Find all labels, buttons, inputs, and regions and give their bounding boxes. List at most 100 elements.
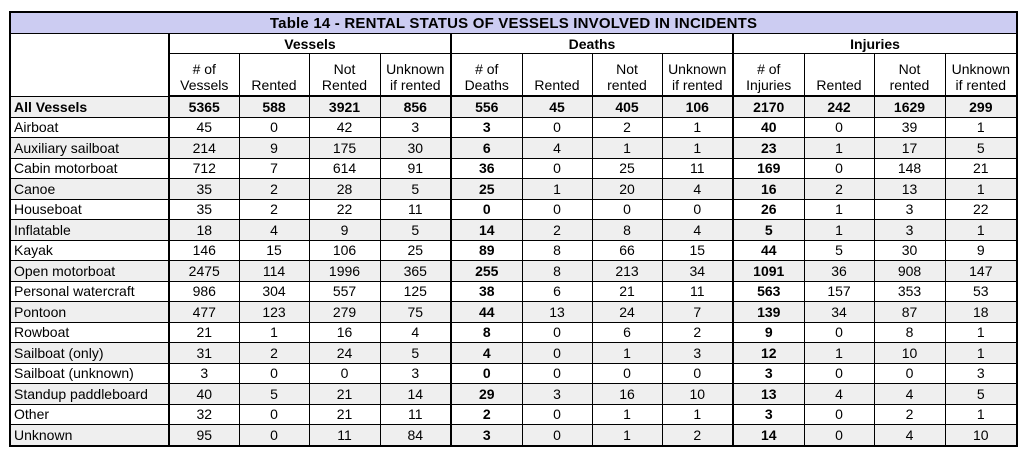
table-cell: 31 — [168, 342, 240, 364]
table-cell: 0 — [803, 321, 875, 343]
table-cell: 4 — [521, 137, 593, 159]
table-cell: 1 — [661, 116, 734, 138]
table-cell: 30 — [873, 239, 946, 261]
table-cell: 1 — [238, 321, 310, 343]
table-cell: 1 — [803, 137, 875, 159]
table-cell: 712 — [168, 157, 240, 179]
table-cell: 1 — [661, 403, 734, 425]
table-cell: 3 — [450, 116, 523, 138]
table-cell: 114 — [238, 260, 310, 282]
table-cell: 2 — [873, 403, 946, 425]
table-cell: 3 — [450, 424, 523, 446]
table-cell: 1 — [591, 424, 663, 446]
table-cell: 157 — [803, 280, 875, 302]
column-header-injuries-not-rented: Not rented — [873, 53, 946, 97]
rental-status-table: Table 14 - RENTAL STATUS OF VESSELS INVO… — [9, 11, 1019, 447]
table-cell: 255 — [450, 260, 523, 282]
table-cell: 3 — [661, 342, 734, 364]
row-label: Kayak — [9, 239, 170, 261]
table-cell: 299 — [944, 95, 1018, 118]
table-cell: 5 — [803, 239, 875, 261]
table-cell: 66 — [591, 239, 663, 261]
table-cell: 0 — [308, 362, 381, 384]
table-cell: 213 — [591, 260, 663, 282]
table-cell: 2 — [661, 321, 734, 343]
row-label: Cabin motorboat — [9, 157, 170, 179]
title-row: Table 14 - RENTAL STATUS OF VESSELS INVO… — [9, 11, 1018, 34]
table-cell: 5 — [732, 219, 805, 241]
table-cell: 4 — [803, 383, 875, 405]
table-cell: 1 — [591, 342, 663, 364]
table-cell: 1996 — [308, 260, 381, 282]
column-header-injuries-unknown: Unknown if rented — [944, 53, 1018, 97]
table-row: Unknown 95 0 11 84 3 0 1 2 14 0 4 10 — [9, 424, 1018, 446]
table-cell: 2 — [238, 178, 310, 200]
row-label: Airboat — [9, 116, 170, 138]
table-cell: 11 — [308, 424, 381, 446]
table-cell: 0 — [521, 403, 593, 425]
table-cell: 7 — [238, 157, 310, 179]
table-cell: 42 — [308, 116, 381, 138]
column-header-injuries-rented: Rented — [803, 53, 875, 97]
table-cell: 18 — [168, 219, 240, 241]
table-cell: 13 — [873, 178, 946, 200]
table-row: Canoe 35 2 28 5 25 1 20 4 16 2 13 1 — [9, 178, 1018, 200]
table-cell: 3 — [168, 362, 240, 384]
table-cell: 3 — [873, 219, 946, 241]
table-cell: 3 — [732, 403, 805, 425]
table-cell: 4 — [873, 424, 946, 446]
table-cell: 30 — [379, 137, 452, 159]
table-cell: 0 — [238, 424, 310, 446]
column-header-deaths-total: # of Deaths — [450, 53, 523, 97]
table-cell: 0 — [591, 198, 663, 220]
table-cell: 123 — [238, 301, 310, 323]
table-cell: 214 — [168, 137, 240, 159]
table-cell: 8 — [873, 321, 946, 343]
table-cell: 15 — [238, 239, 310, 261]
table-cell: 14 — [450, 219, 523, 241]
table-cell: 24 — [591, 301, 663, 323]
table-cell: 0 — [521, 157, 593, 179]
table-cell: 8 — [521, 260, 593, 282]
table-cell: 8 — [591, 219, 663, 241]
table-row: Sailboat (unknown) 3 0 0 3 0 0 0 0 3 0 0 3 — [9, 362, 1018, 384]
table-cell: 29 — [450, 383, 523, 405]
row-label: Auxiliary sailboat — [9, 137, 170, 159]
table-cell: 1 — [803, 219, 875, 241]
table-cell: 84 — [379, 424, 452, 446]
table-cell: 1 — [803, 342, 875, 364]
table-cell: 6 — [521, 280, 593, 302]
row-label: Standup paddleboard — [9, 383, 170, 405]
table-cell: 0 — [661, 362, 734, 384]
column-header-deaths-not-rented: Not rented — [591, 53, 663, 97]
table-cell: 146 — [168, 239, 240, 261]
table-cell: 405 — [591, 95, 663, 118]
table-cell: 1 — [944, 219, 1018, 241]
table-cell: 365 — [379, 260, 452, 282]
table-cell: 34 — [661, 260, 734, 282]
table-cell: 2 — [661, 424, 734, 446]
row-label: Rowboat — [9, 321, 170, 343]
column-header-vessels-not-rented: Not Rented — [308, 53, 381, 97]
table-cell: 106 — [661, 95, 734, 118]
row-label: Sailboat (only) — [9, 342, 170, 364]
table-cell: 13 — [732, 383, 805, 405]
table-row: Auxiliary sailboat 214 9 175 30 6 4 1 1 23 1 17 5 — [9, 137, 1018, 159]
table-cell: 0 — [238, 403, 310, 425]
table-cell: 3921 — [308, 95, 381, 118]
table-cell: 106 — [308, 239, 381, 261]
table-body: All Vessels 5365 588 3921 856 556 45 405 106 2170… — [9, 95, 1018, 446]
table-cell: 21 — [944, 157, 1018, 179]
table-cell: 10 — [873, 342, 946, 364]
table-cell: 353 — [873, 280, 946, 302]
table-row: Cabin motorboat 712 7 614 91 36 0 25 11 169 0 148 21 — [9, 157, 1018, 179]
table-row: Houseboat 35 2 22 11 0 0 0 0 26 1 3 22 — [9, 198, 1018, 220]
table-cell: 148 — [873, 157, 946, 179]
row-label: Personal watercraft — [9, 280, 170, 302]
table-cell: 1 — [521, 178, 593, 200]
table-cell: 39 — [873, 116, 946, 138]
group-header-row: Vessels Deaths Injuries — [9, 33, 1018, 97]
table-cell: 14 — [379, 383, 452, 405]
table-cell: 5 — [238, 383, 310, 405]
table-cell: 477 — [168, 301, 240, 323]
